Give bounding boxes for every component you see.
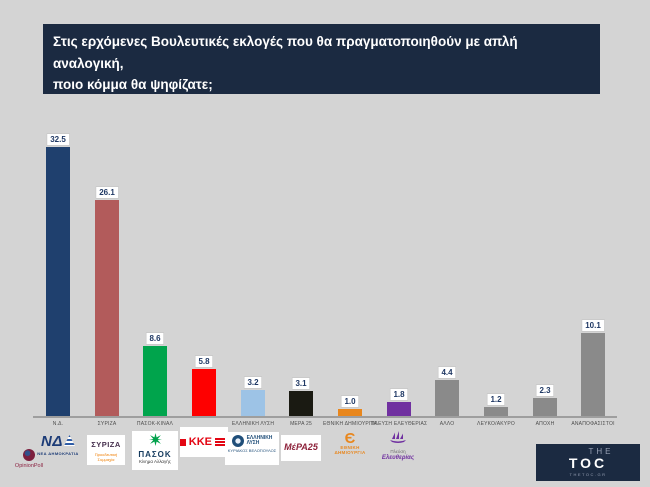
- x-axis-label: ΑΠΟΧΗ: [535, 421, 555, 427]
- nd-monogram: ΝΔ: [41, 433, 63, 450]
- chart-bar-2: [95, 200, 119, 417]
- kke-slogan-lines-icon: [215, 437, 228, 447]
- x-axis-label: ΑΝΑΠΟΦΑΣΙΣΤΟΙ: [571, 421, 615, 427]
- thetoc-toc: TOC: [568, 455, 608, 472]
- question-line-1: Στις ερχόμενες Βουλευτικές εκλογές που θ…: [53, 34, 518, 71]
- bar-value-label: 4.4: [438, 367, 456, 378]
- x-axis-label: ΑΛΛΟ: [439, 421, 455, 427]
- bar-value-label: 3.2: [244, 377, 262, 388]
- chart-bar-11: [533, 398, 557, 417]
- logo-kke: ΚΚΕ: [180, 427, 228, 457]
- chart-bar-12: [581, 333, 605, 417]
- chart-bar-9: [435, 380, 459, 417]
- kke-wordmark: ΚΚΕ: [188, 435, 212, 448]
- question-line-2: ποιο κόμμα θα ψηφίζατε;: [53, 77, 213, 93]
- nd-wordmark: ΝΕΑ ΔΗΜΟΚΡΑΤΙΑ: [37, 450, 79, 456]
- x-axis-label: ΠΛΕΥΣΗ ΕΛΕΥΘΕΡΙΑΣ: [370, 421, 428, 427]
- elliniki-lysi-text: ΕΛΛΗΝΙΚΗ ΛΥΣΗ: [246, 434, 273, 447]
- syriza-subtitle: Προοδευτική Συμμαχία: [94, 452, 118, 462]
- logo-syriza: ΣΥΡΙΖΑ Προοδευτική Συμμαχία: [87, 435, 125, 465]
- x-axis-label: ΜΕΡΑ 25: [290, 421, 312, 427]
- ethniki-dimiourgia-line-2: ΔΗΜΙΟΥΡΓΙΑ: [334, 449, 366, 455]
- bar-value-label: 2.3: [536, 385, 554, 396]
- logo-nea-dimokratia: ΝΔ ΝΕΑ ΔΗΜΟΚΡΑΤΙΑ: [35, 433, 81, 456]
- bar-value-label: 32.5: [47, 134, 69, 145]
- bar-value-label: 1.8: [390, 389, 408, 400]
- chart-bar-10: [484, 407, 508, 417]
- greek-flag-icon: [63, 435, 75, 446]
- chart-bar-6: [289, 391, 313, 417]
- logo-mera25: ΜέΡΑ25: [281, 435, 321, 461]
- chart-bar-5: [241, 390, 265, 417]
- bar-value-label: 1.2: [487, 394, 505, 405]
- x-axis-line: [33, 416, 617, 418]
- chart-bar-4: [192, 369, 216, 417]
- bar-value-label: 1.0: [341, 396, 359, 407]
- elliniki-lysi-line-1: ΕΛΛΗΝΙΚΗ: [246, 434, 273, 441]
- plefsi-line-1: Πλεύση: [390, 448, 406, 454]
- elliniki-lysi-subtitle: ΚΥΡΙΑΚΟΣ ΒΕΛΟΠΟΥΛΟΣ: [227, 448, 277, 453]
- bar-value-label: 10.1: [582, 320, 604, 331]
- chart-bar-8: [387, 402, 411, 417]
- elliniki-lysi-line-2: ΛΥΣΗ: [246, 440, 260, 446]
- question-box: Στις ερχόμενες Βουλευτικές εκλογές που θ…: [43, 24, 600, 94]
- pasok-wordmark: ΠΑΣΟΚ: [138, 449, 172, 459]
- syriza-wordmark: ΣΥΡΙΖΑ: [91, 440, 121, 449]
- bar-value-label: 8.6: [146, 333, 164, 344]
- x-axis-label: Ν.Δ.: [52, 421, 64, 427]
- elliniki-lysi-emblem-icon: [231, 435, 244, 447]
- chart-bar-7: [338, 409, 362, 417]
- pasok-subtitle: Κίνημα Αλλαγής: [139, 459, 171, 465]
- thetoc-logo: THE TOC THETOC.GR: [536, 444, 640, 481]
- x-axis-label: ΕΘΝΙΚΗ ΔΗΜΙΟΥΡΓΙΑ: [322, 421, 378, 427]
- thetoc-the: THE: [588, 447, 614, 457]
- bar-value-label: 26.1: [96, 187, 118, 198]
- logo-elliniki-lysi: ΕΛΛΗΝΙΚΗ ΛΥΣΗ ΚΥΡΙΑΚΟΣ ΒΕΛΟΠΟΥΛΟΣ: [225, 432, 279, 465]
- bar-value-label: 3.1: [292, 378, 310, 389]
- sailboat-icon: [373, 431, 423, 449]
- mera25-wordmark: ΜέΡΑ25: [284, 442, 318, 453]
- logo-pasok: ΠΑΣΟΚ Κίνημα Αλλαγής: [132, 431, 178, 470]
- nd-monogram-row: ΝΔ: [35, 433, 81, 451]
- bar-value-label: 5.8: [195, 356, 213, 367]
- ethniki-dimiourgia-line-1: ΕΘΝΙΚΗ: [340, 445, 360, 450]
- x-axis-label: ΣΥΡΙΖΑ: [97, 421, 117, 427]
- plefsi-line-2: Ελευθερίας: [381, 454, 415, 461]
- opinion-poll-icon: [23, 449, 35, 461]
- thetoc-domain: THETOC.GR: [569, 471, 607, 477]
- x-axis-label: ΕΛΛΗΝΙΚΗ ΛΥΣΗ: [231, 421, 275, 427]
- opinion-poll-logo: OpinionPoll: [8, 449, 50, 469]
- elliniki-lysi-row: ΕΛΛΗΝΙΚΗ ΛΥΣΗ: [225, 435, 279, 447]
- kke-flag-icon: [180, 438, 186, 446]
- chart-bar-3: [143, 346, 167, 417]
- x-axis-label: ΛΕΥΚΟ/ΑΚΥΡΟ: [477, 421, 515, 427]
- x-axis-label: ΠΑΣΟΚ-ΚΙΝΑΛ: [136, 421, 174, 427]
- pasok-sun-icon: [132, 433, 178, 451]
- ethniki-dimiourgia-symbol-icon: Є: [344, 430, 356, 447]
- logo-plefsi-eleftherias: Πλεύση Ελευθερίας: [373, 431, 423, 461]
- logo-ethniki-dimiourgia: Є ΕΘΝΙΚΗ ΔΗΜΙΟΥΡΓΙΑ: [325, 431, 375, 456]
- chart-bar-1: [46, 147, 70, 417]
- opinion-poll-name: OpinionPoll: [14, 463, 44, 469]
